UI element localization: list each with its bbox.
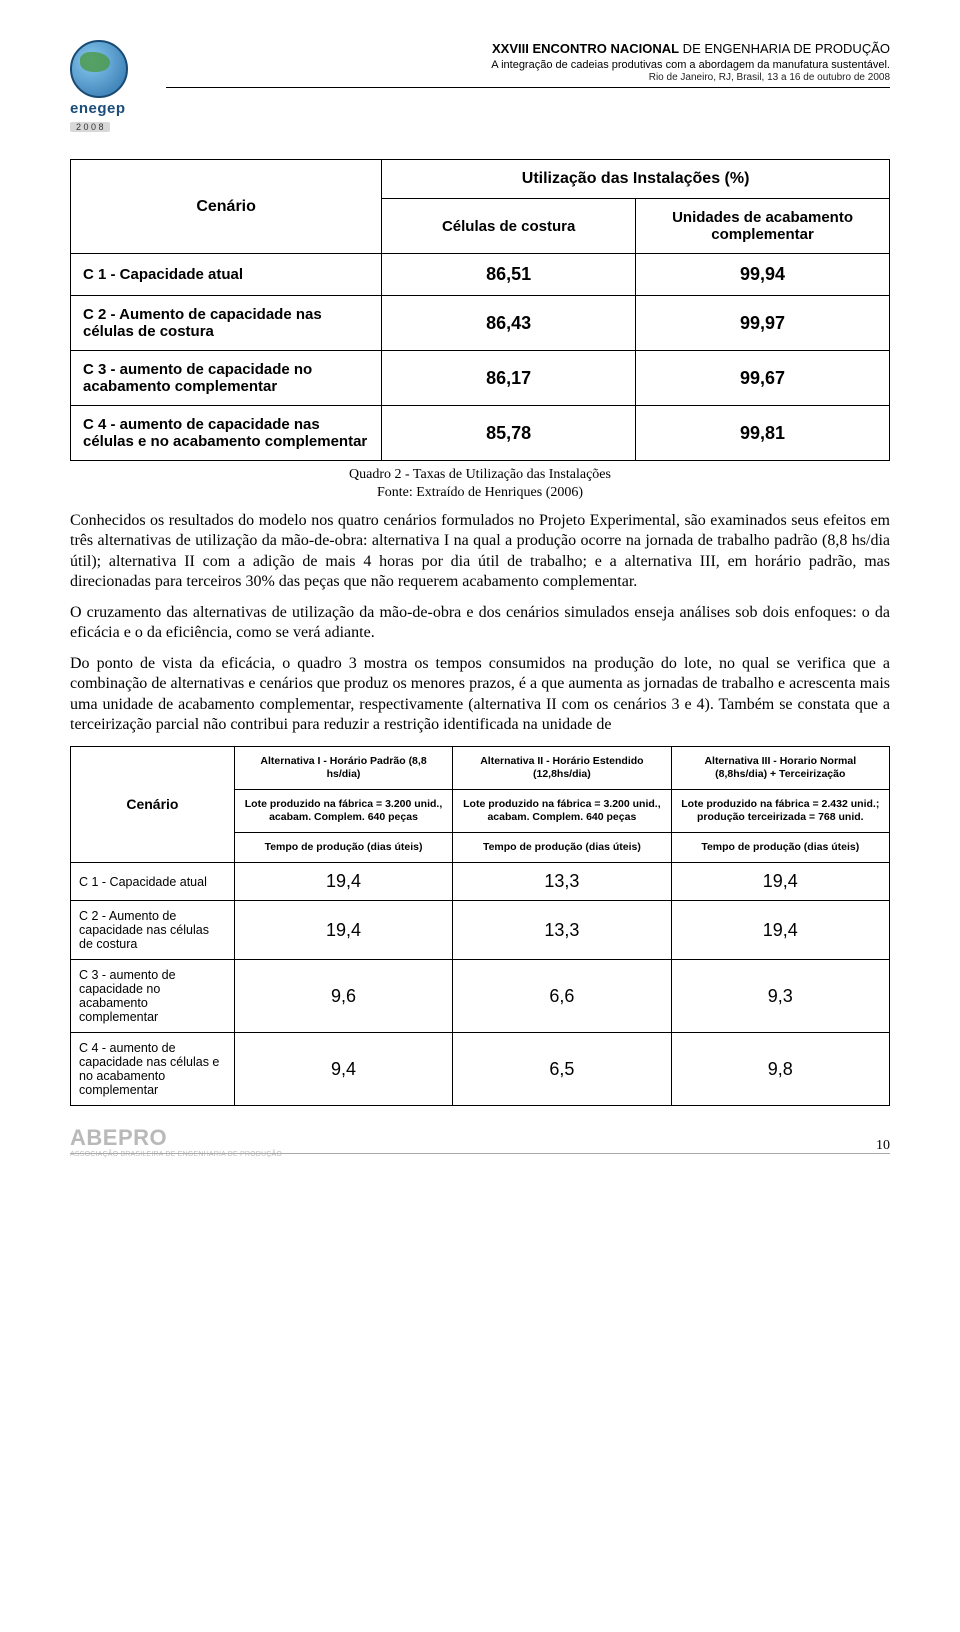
page-footer: ABEPRO ASSOCIAÇÃO BRASILEIRA DE ENGENHAR… — [70, 1124, 890, 1184]
footer-logo-text: ABEPRO — [70, 1125, 167, 1150]
t1-value: 99,81 — [636, 406, 890, 461]
t2-value: 13,3 — [453, 901, 671, 960]
header-rule — [166, 87, 890, 88]
t2-value: 6,5 — [453, 1033, 671, 1106]
page-header: enegep 2 0 0 8 XXVIII ENCONTRO NACIONAL … — [70, 40, 890, 135]
t2-alt2-header: Alternativa II - Horário Estendido (12,8… — [453, 746, 671, 789]
t2-value: 13,3 — [453, 863, 671, 901]
t2-row-label: C 2 - Aumento de capacidade nas células … — [71, 901, 235, 960]
t2-lot3-header: Lote produzido na fábrica = 2.432 unid.;… — [671, 789, 889, 832]
t1-value: 99,67 — [636, 351, 890, 406]
t1-value: 86,51 — [382, 254, 636, 296]
t2-value: 9,4 — [234, 1033, 452, 1106]
t1-col2-header: Unidades de acabamento complementar — [636, 199, 890, 254]
t2-value: 9,8 — [671, 1033, 889, 1106]
logo-text: enegep — [70, 100, 160, 117]
header-text: XXVIII ENCONTRO NACIONAL DE ENGENHARIA D… — [166, 40, 890, 88]
body-paragraph-3: Do ponto de vista da eficácia, o quadro … — [70, 654, 890, 736]
t2-lot2-header: Lote produzido na fábrica = 3.200 unid.,… — [453, 789, 671, 832]
t2-time-header: Tempo de produção (dias úteis) — [671, 833, 889, 863]
t2-alt1-header: Alternativa I - Horário Padrão (8,8 hs/d… — [234, 746, 452, 789]
table-row: C 2 - Aumento de capacidade nas células … — [71, 901, 890, 960]
event-title-bold: XXVIII ENCONTRO NACIONAL — [492, 41, 679, 56]
t2-value: 6,6 — [453, 960, 671, 1033]
table-row: C 4 - aumento de capacidade nas células … — [71, 1033, 890, 1106]
t1-col1-header: Células de costura — [382, 199, 636, 254]
t2-value: 19,4 — [234, 863, 452, 901]
t2-lot1-header: Lote produzido na fábrica = 3.200 unid.,… — [234, 789, 452, 832]
event-subtitle: A integração de cadeias produtivas com a… — [166, 59, 890, 71]
t1-caption-line2: Fonte: Extraído de Henriques (2006) — [70, 485, 890, 501]
utilization-table: Cenário Utilização das Instalações (%) C… — [70, 159, 890, 461]
t2-scenario-header: Cenário — [71, 746, 235, 863]
body-paragraph-2: O cruzamento das alternativas de utiliza… — [70, 603, 890, 644]
t1-value: 86,43 — [382, 296, 636, 351]
t1-value: 86,17 — [382, 351, 636, 406]
page: enegep 2 0 0 8 XXVIII ENCONTRO NACIONAL … — [0, 0, 960, 1234]
t2-row-label: C 3 - aumento de capacidade no acabament… — [71, 960, 235, 1033]
t1-value: 99,94 — [636, 254, 890, 296]
t2-row-label: C 1 - Capacidade atual — [71, 863, 235, 901]
event-title: XXVIII ENCONTRO NACIONAL DE ENGENHARIA D… — [166, 40, 890, 58]
t1-caption-line1: Quadro 2 - Taxas de Utilização das Insta… — [70, 467, 890, 483]
table-row: C 3 - aumento de capacidade no acabament… — [71, 351, 890, 406]
t2-alt3-header: Alternativa III - Horario Normal (8,8hs/… — [671, 746, 889, 789]
body-paragraph-1: Conhecidos os resultados do modelo nos q… — [70, 511, 890, 593]
t2-value: 19,4 — [671, 863, 889, 901]
t1-super-header: Utilização das Instalações (%) — [382, 160, 890, 199]
page-number: 10 — [876, 1138, 890, 1154]
table-row: C 2 - Aumento de capacidade nas células … — [71, 296, 890, 351]
t1-row-label: C 4 - aumento de capacidade nas células … — [71, 406, 382, 461]
t2-row-label: C 4 - aumento de capacidade nas células … — [71, 1033, 235, 1106]
table-row: C 1 - Capacidade atual 86,51 99,94 — [71, 254, 890, 296]
production-time-table: Cenário Alternativa I - Horário Padrão (… — [70, 746, 890, 1107]
t2-value: 9,6 — [234, 960, 452, 1033]
table-row: C 1 - Capacidade atual 19,4 13,3 19,4 — [71, 863, 890, 901]
logo-year: 2 0 0 8 — [70, 122, 110, 132]
t1-value: 85,78 — [382, 406, 636, 461]
event-title-rest: DE ENGENHARIA DE PRODUÇÃO — [679, 41, 890, 56]
t2-time-header: Tempo de produção (dias úteis) — [234, 833, 452, 863]
t1-row-label: C 3 - aumento de capacidade no acabament… — [71, 351, 382, 406]
t2-value: 19,4 — [671, 901, 889, 960]
t2-value: 9,3 — [671, 960, 889, 1033]
t1-row-label: C 1 - Capacidade atual — [71, 254, 382, 296]
footer-rule — [70, 1153, 890, 1154]
t2-value: 19,4 — [234, 901, 452, 960]
t1-scenario-header: Cenário — [71, 160, 382, 254]
t1-row-label: C 2 - Aumento de capacidade nas células … — [71, 296, 382, 351]
logo-block: enegep 2 0 0 8 — [70, 40, 160, 135]
t2-time-header: Tempo de produção (dias úteis) — [453, 833, 671, 863]
t1-value: 99,97 — [636, 296, 890, 351]
globe-icon — [70, 40, 128, 98]
table-row: C 4 - aumento de capacidade nas células … — [71, 406, 890, 461]
event-location: Rio de Janeiro, RJ, Brasil, 13 a 16 de o… — [166, 72, 890, 83]
table-row: C 3 - aumento de capacidade no acabament… — [71, 960, 890, 1033]
